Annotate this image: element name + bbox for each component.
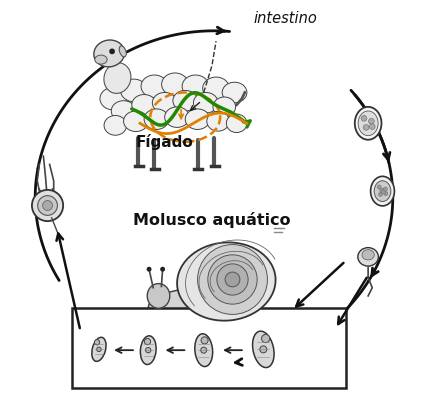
Circle shape [109, 48, 115, 54]
Circle shape [380, 188, 384, 192]
Ellipse shape [92, 337, 106, 361]
Ellipse shape [193, 92, 218, 113]
Ellipse shape [195, 334, 213, 367]
Circle shape [262, 335, 270, 343]
Circle shape [144, 338, 151, 345]
Text: intestino: intestino [253, 11, 317, 26]
Ellipse shape [358, 247, 378, 266]
Circle shape [361, 115, 367, 121]
Ellipse shape [207, 111, 229, 131]
Ellipse shape [371, 176, 395, 206]
Ellipse shape [177, 242, 276, 321]
Text: Molusco aquático: Molusco aquático [133, 212, 291, 228]
Ellipse shape [124, 111, 148, 132]
Circle shape [384, 192, 388, 196]
Circle shape [378, 192, 383, 196]
Circle shape [38, 196, 57, 215]
Circle shape [95, 339, 100, 345]
Circle shape [198, 245, 268, 314]
Circle shape [208, 255, 257, 304]
Ellipse shape [185, 109, 210, 129]
Circle shape [217, 264, 248, 295]
Circle shape [201, 347, 207, 353]
Circle shape [369, 124, 375, 129]
Ellipse shape [94, 40, 125, 67]
Ellipse shape [362, 249, 374, 260]
Ellipse shape [165, 107, 189, 127]
Ellipse shape [213, 97, 235, 117]
Ellipse shape [253, 331, 274, 367]
Ellipse shape [147, 284, 170, 308]
Ellipse shape [104, 63, 131, 93]
Circle shape [32, 190, 63, 221]
Ellipse shape [121, 79, 147, 102]
Ellipse shape [152, 92, 177, 113]
Ellipse shape [144, 109, 169, 129]
Ellipse shape [203, 77, 229, 100]
Ellipse shape [141, 75, 168, 98]
Ellipse shape [226, 114, 247, 132]
Circle shape [383, 187, 387, 191]
Ellipse shape [104, 115, 127, 135]
Ellipse shape [374, 181, 391, 201]
Circle shape [146, 348, 151, 353]
Ellipse shape [355, 107, 381, 140]
Bar [72, 308, 345, 388]
Circle shape [381, 190, 385, 194]
Ellipse shape [111, 101, 136, 121]
Ellipse shape [222, 82, 247, 103]
Circle shape [377, 185, 381, 189]
Ellipse shape [162, 73, 188, 96]
Text: Fígado: Fígado [136, 134, 193, 150]
Circle shape [369, 118, 374, 124]
Circle shape [201, 337, 208, 344]
Ellipse shape [95, 55, 107, 64]
Circle shape [147, 267, 152, 272]
Ellipse shape [149, 289, 230, 320]
Ellipse shape [132, 95, 157, 115]
Circle shape [97, 347, 101, 351]
Ellipse shape [173, 90, 198, 111]
Circle shape [260, 346, 267, 353]
Ellipse shape [119, 46, 126, 57]
Ellipse shape [100, 87, 127, 110]
Ellipse shape [140, 336, 156, 365]
Ellipse shape [358, 111, 378, 136]
Circle shape [225, 272, 240, 287]
Circle shape [43, 201, 53, 210]
Circle shape [160, 267, 165, 272]
Circle shape [363, 125, 369, 130]
Ellipse shape [182, 75, 209, 98]
